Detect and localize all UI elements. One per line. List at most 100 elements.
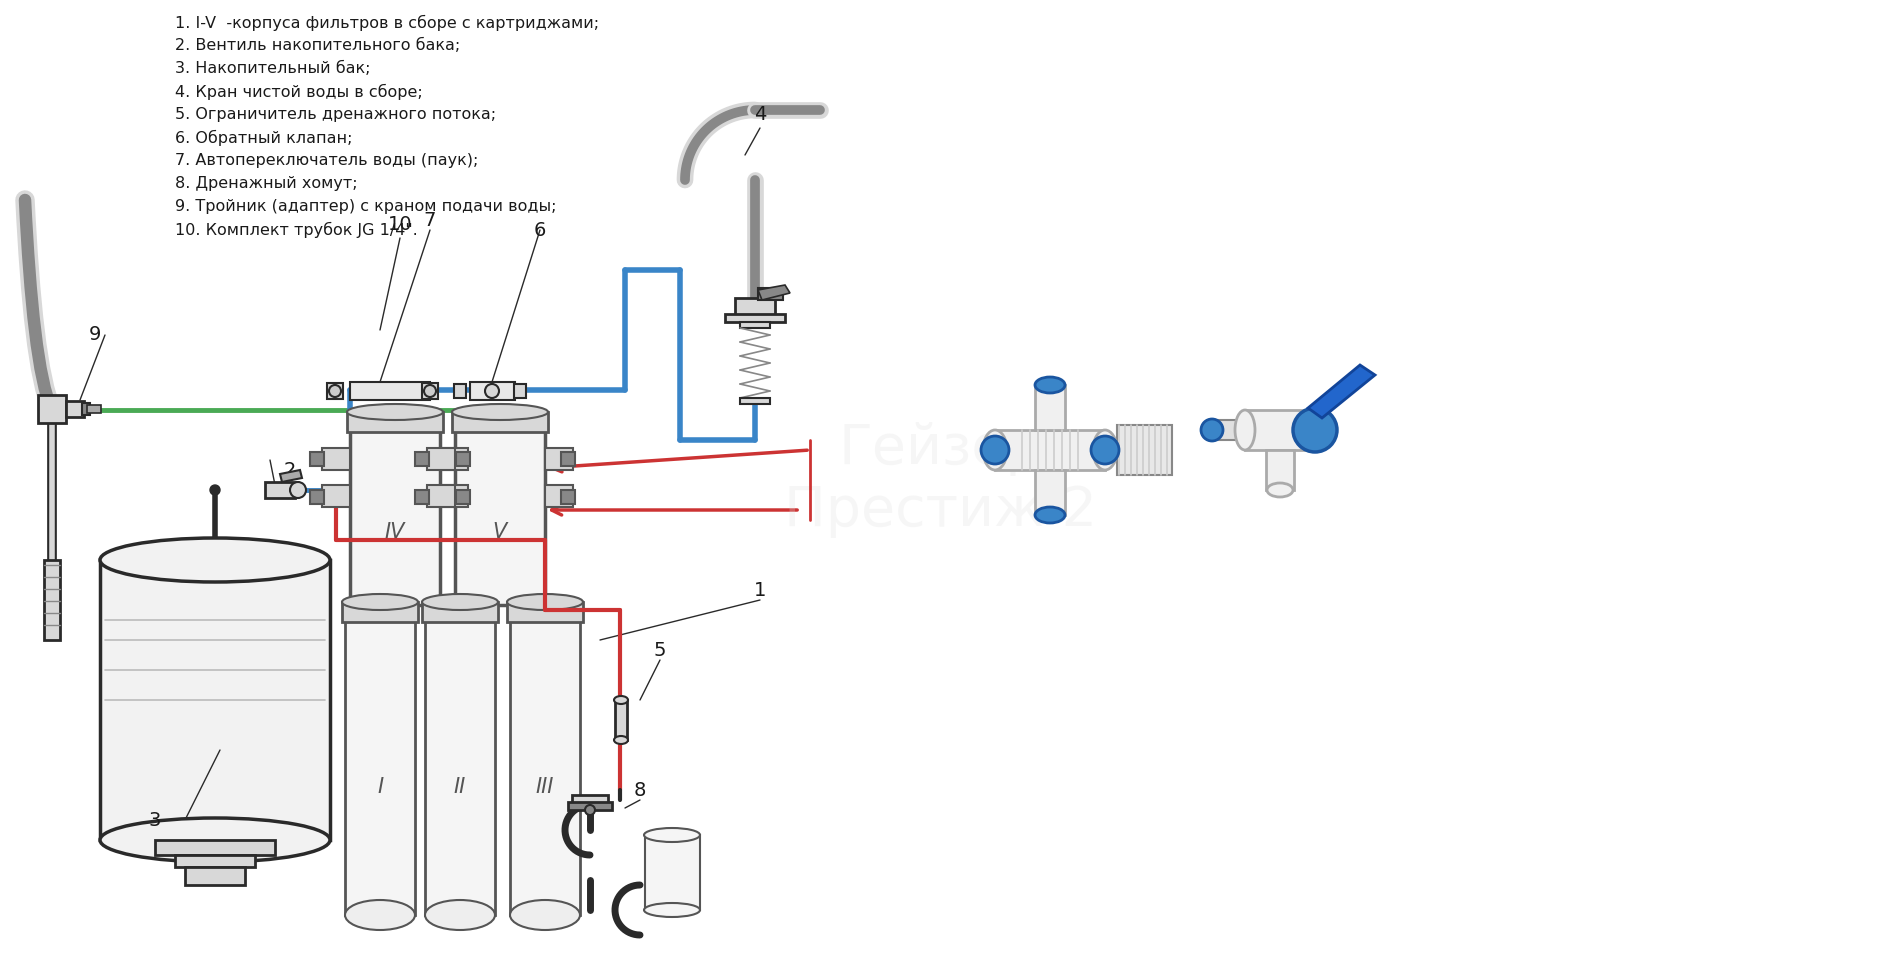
Bar <box>740 322 770 328</box>
Bar <box>426 485 455 507</box>
Text: 6: 6 <box>534 221 545 239</box>
Text: 9. Тройник (адаптер) с краном подачи воды;: 9. Тройник (адаптер) с краном подачи вод… <box>175 199 557 214</box>
Bar <box>264 482 294 498</box>
Text: 3: 3 <box>149 810 160 829</box>
Text: 7. Автопереключатель воды (паук);: 7. Автопереключатель воды (паук); <box>175 153 479 168</box>
Bar <box>1245 410 1315 450</box>
Text: 1. I-V  -корпуса фильтров в сборе с картриджами;: 1. I-V -корпуса фильтров в сборе с картр… <box>175 15 600 31</box>
Bar <box>740 398 770 404</box>
Circle shape <box>1091 436 1119 464</box>
Ellipse shape <box>345 900 415 930</box>
Text: 8. Дренажный хомут;: 8. Дренажный хомут; <box>175 176 359 191</box>
Circle shape <box>425 385 436 397</box>
Ellipse shape <box>1034 377 1064 393</box>
Polygon shape <box>759 285 791 300</box>
Bar <box>349 382 430 400</box>
Bar <box>100 560 330 840</box>
Bar <box>560 452 576 466</box>
Text: 5. Ограничитель дренажного потока;: 5. Ограничитель дренажного потока; <box>175 107 496 122</box>
Text: Гейзер
Престиж 2: Гейзер Престиж 2 <box>783 421 1096 539</box>
Bar <box>66 401 85 417</box>
Bar <box>342 602 419 622</box>
Bar <box>759 288 783 300</box>
Ellipse shape <box>100 818 330 862</box>
Bar <box>323 485 349 507</box>
Ellipse shape <box>509 900 579 930</box>
Text: 1: 1 <box>753 581 766 599</box>
Circle shape <box>1293 408 1338 452</box>
Circle shape <box>209 485 221 495</box>
Bar <box>309 490 325 504</box>
Circle shape <box>291 482 306 498</box>
Bar <box>1266 450 1294 490</box>
Text: 4. Кран чистой воды в сборе;: 4. Кран чистой воды в сборе; <box>175 84 423 100</box>
Text: 9: 9 <box>89 325 102 345</box>
Bar <box>323 448 349 470</box>
Polygon shape <box>279 470 302 482</box>
Ellipse shape <box>613 696 628 704</box>
Bar <box>349 430 440 605</box>
Bar <box>175 855 255 867</box>
Text: II: II <box>455 777 466 797</box>
Bar <box>457 490 470 504</box>
Polygon shape <box>1308 365 1376 418</box>
Ellipse shape <box>342 594 419 610</box>
Ellipse shape <box>1093 430 1117 470</box>
Bar <box>645 835 700 910</box>
Bar <box>423 383 438 399</box>
Bar <box>345 620 415 915</box>
Ellipse shape <box>983 430 1008 470</box>
Bar <box>185 867 245 885</box>
Circle shape <box>1200 419 1223 441</box>
Text: V: V <box>493 522 508 542</box>
Text: 2: 2 <box>283 461 296 479</box>
Bar <box>455 384 466 398</box>
Ellipse shape <box>100 538 330 582</box>
Circle shape <box>485 384 498 398</box>
Bar <box>38 395 66 423</box>
Text: III: III <box>536 777 555 797</box>
Text: IV: IV <box>385 522 406 542</box>
Bar <box>440 485 468 507</box>
Ellipse shape <box>425 900 494 930</box>
Bar <box>425 620 494 915</box>
Bar <box>560 490 576 504</box>
Bar <box>155 840 276 855</box>
Bar <box>736 298 776 316</box>
Bar <box>545 448 574 470</box>
Ellipse shape <box>423 594 498 610</box>
Bar <box>513 384 526 398</box>
Text: 4: 4 <box>753 106 766 125</box>
Bar <box>994 430 1106 470</box>
Text: IN: IN <box>404 386 415 396</box>
Text: 6. Обратный клапан;: 6. Обратный клапан; <box>175 130 353 146</box>
Bar <box>81 403 91 415</box>
Bar <box>453 412 547 432</box>
Bar <box>309 452 325 466</box>
Bar <box>440 448 468 470</box>
Text: 2. Вентиль накопительного бака;: 2. Вентиль накопительного бака; <box>175 38 460 53</box>
Circle shape <box>328 385 342 397</box>
Bar <box>426 448 455 470</box>
Ellipse shape <box>508 594 583 610</box>
Bar <box>347 412 443 432</box>
Bar <box>1215 420 1247 440</box>
Circle shape <box>981 436 1010 464</box>
Bar <box>87 405 102 413</box>
Ellipse shape <box>453 404 547 420</box>
Bar <box>1034 385 1064 430</box>
Bar <box>509 620 579 915</box>
Bar <box>568 802 611 810</box>
Bar <box>457 452 470 466</box>
Ellipse shape <box>1034 507 1064 523</box>
Ellipse shape <box>643 903 700 917</box>
Circle shape <box>585 805 594 815</box>
Bar <box>508 602 583 622</box>
Bar <box>326 383 343 399</box>
Bar <box>415 452 428 466</box>
Bar <box>1034 470 1064 515</box>
Ellipse shape <box>1306 410 1325 450</box>
Text: 10: 10 <box>387 215 413 234</box>
Bar <box>1117 425 1172 475</box>
Ellipse shape <box>643 828 700 842</box>
